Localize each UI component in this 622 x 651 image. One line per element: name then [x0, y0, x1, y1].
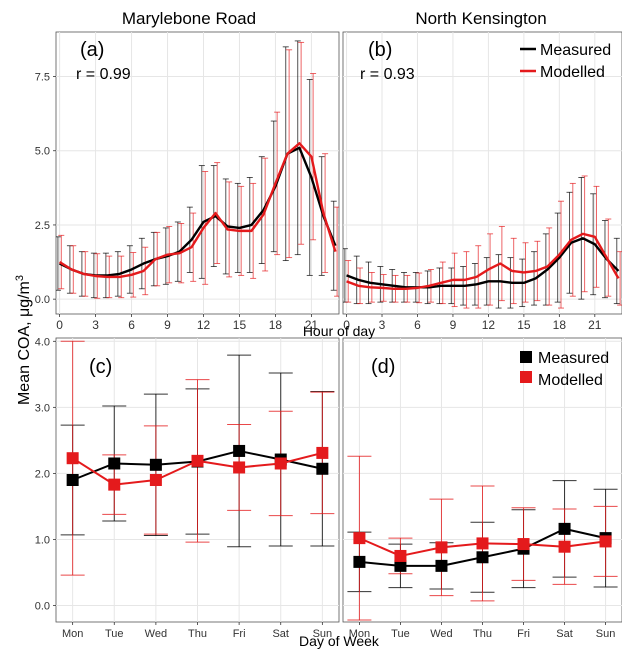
marker-modelled-d-1 — [394, 549, 407, 562]
marker-modelled-d-3 — [476, 537, 489, 550]
panel-label-a: (a) — [80, 39, 104, 61]
x-axis-title-hour: Hour of day — [303, 323, 375, 339]
legend-marker-modelled — [520, 371, 532, 383]
marker-measured-d-5 — [558, 522, 571, 535]
panel-a: 0 3 6 9 12 15 18 21 0.0 2.5 5.0 7.5 — [35, 31, 340, 332]
x-tick-label-d-5: Sat — [556, 628, 573, 640]
strip-title-north-kensington: North Kensington — [415, 9, 546, 28]
r-label-b: r = 0.93 — [360, 66, 415, 83]
x-tick-label-a-4: 12 — [197, 318, 211, 332]
y-tick-label-c-3: 3.0 — [35, 402, 50, 414]
legend-label-modelled: Modelled — [540, 64, 605, 81]
plot-area-c — [60, 340, 335, 576]
x-tick-label-d-3: Thu — [473, 628, 492, 640]
x-tick-label-c-5: Sat — [272, 628, 289, 640]
x-tick-label-a-1: 3 — [92, 318, 99, 332]
marker-modelled-c-4 — [233, 461, 246, 474]
marker-measured-d-2 — [435, 559, 448, 572]
marker-modelled-d-2 — [435, 541, 448, 554]
x-tick-label-a-5: 15 — [233, 318, 247, 332]
y-tick-label-a-2: 5.0 — [35, 146, 50, 158]
y-tick-label-c-1: 1.0 — [35, 534, 50, 546]
marker-modelled-c-6 — [316, 446, 329, 459]
marker-measured-c-0 — [66, 474, 79, 486]
x-tick-label-d-0: Mon — [349, 628, 370, 640]
y-tick-label-c-0: 0.0 — [35, 600, 50, 612]
legend-label-measured: Measured — [540, 42, 611, 59]
plot-area-d — [347, 455, 618, 621]
x-tick-label-a-2: 6 — [128, 318, 135, 332]
x-tick-label-b-1: 3 — [379, 318, 386, 332]
marker-measured-d-0 — [353, 555, 366, 568]
x-tick-label-a-0: 0 — [56, 318, 63, 332]
x-tick-label-b-3: 9 — [450, 318, 457, 332]
y-tick-label-c-2: 2.0 — [35, 468, 50, 480]
y-axis-title-unit: μg/m — [16, 281, 33, 317]
x-axis-title-day: Day of Week — [299, 633, 380, 649]
marker-modelled-c-1 — [108, 478, 121, 491]
y-tick-label-a-1: 2.5 — [35, 220, 50, 232]
y-axis-title-sup: 3 — [14, 275, 26, 281]
panel-label-b: (b) — [368, 39, 392, 61]
marker-measured-d-3 — [476, 551, 489, 564]
y-axis-title: Mean COA, μg/m3 — [14, 275, 33, 405]
legend-marker-measured — [520, 351, 532, 363]
x-tick-label-b-6: 18 — [553, 318, 567, 332]
x-tick-label-c-0: Mon — [62, 628, 83, 640]
strip-title-marylebone: Marylebone Road — [122, 9, 256, 28]
marker-modelled-d-5 — [558, 540, 571, 553]
series-line-measured-b — [346, 237, 620, 289]
marker-measured-c-1 — [108, 457, 121, 470]
marker-modelled-c-2 — [149, 474, 162, 486]
legend-label-modelled-d: Modelled — [538, 372, 603, 389]
plot-area-a — [56, 40, 339, 299]
legend-markers: Measured Modelled — [520, 350, 609, 389]
y-axis-title-main: Mean COA, — [16, 317, 33, 405]
marker-modelled-c-5 — [274, 457, 287, 470]
r-label-a: r = 0.99 — [76, 66, 131, 83]
marker-modelled-d-6 — [599, 535, 612, 548]
y-tick-label-c-4: 4.0 — [35, 336, 50, 348]
x-tick-label-d-2: Wed — [430, 628, 452, 640]
marker-measured-c-2 — [149, 458, 162, 471]
panel-c: Mon Tue Wed Thu Fri Sat Sun 0.0 1.0 2.0 3.0 4.0 — [35, 336, 340, 640]
marker-modelled-c-3 — [191, 454, 204, 467]
series-line-modelled-a — [58, 142, 337, 279]
x-tick-label-b-2: 6 — [414, 318, 421, 332]
x-tick-label-b-0: 0 — [343, 318, 350, 332]
x-tick-label-d-6: Sun — [596, 628, 616, 640]
marker-measured-c-6 — [316, 462, 329, 475]
x-tick-label-d-4: Fri — [517, 628, 530, 640]
panel-d: Mon Tue Wed Thu Fri Sat Sun — [342, 337, 622, 640]
x-tick-label-a-6: 18 — [269, 318, 283, 332]
x-tick-label-c-6: Sun — [313, 628, 333, 640]
x-tick-label-a-3: 9 — [164, 318, 171, 332]
x-tick-label-d-1: Tue — [391, 628, 410, 640]
x-tick-label-b-7: 21 — [588, 318, 602, 332]
x-tick-label-a-7: 21 — [305, 318, 319, 332]
panel-label-c: (c) — [89, 356, 112, 378]
x-tick-label-c-4: Fri — [233, 628, 246, 640]
legend-label-measured-d: Measured — [538, 350, 609, 367]
plot-frame-a — [55, 31, 340, 315]
x-tick-label-b-5: 15 — [517, 318, 531, 332]
marker-modelled-d-0 — [353, 532, 366, 545]
marker-measured-d-1 — [394, 559, 407, 572]
marker-measured-c-4 — [233, 444, 246, 457]
series-line-modelled-b — [346, 232, 620, 290]
x-tick-label-b-4: 12 — [482, 318, 496, 332]
x-tick-label-c-3: Thu — [188, 628, 207, 640]
x-tick-label-c-2: Wed — [145, 628, 167, 640]
marker-modelled-d-4 — [517, 538, 530, 551]
plot-frame-b — [342, 31, 622, 315]
marker-modelled-c-0 — [66, 452, 79, 465]
panel-b: 0 3 6 9 12 15 18 21 — [342, 31, 622, 332]
y-tick-label-a-0: 0.0 — [35, 294, 50, 306]
legend-lines: Measured Modelled — [520, 42, 611, 81]
x-tick-label-c-1: Tue — [105, 628, 124, 640]
y-tick-label-a-3: 7.5 — [35, 72, 50, 84]
plot-area-b — [343, 175, 622, 309]
panel-label-d: (d) — [371, 356, 395, 378]
